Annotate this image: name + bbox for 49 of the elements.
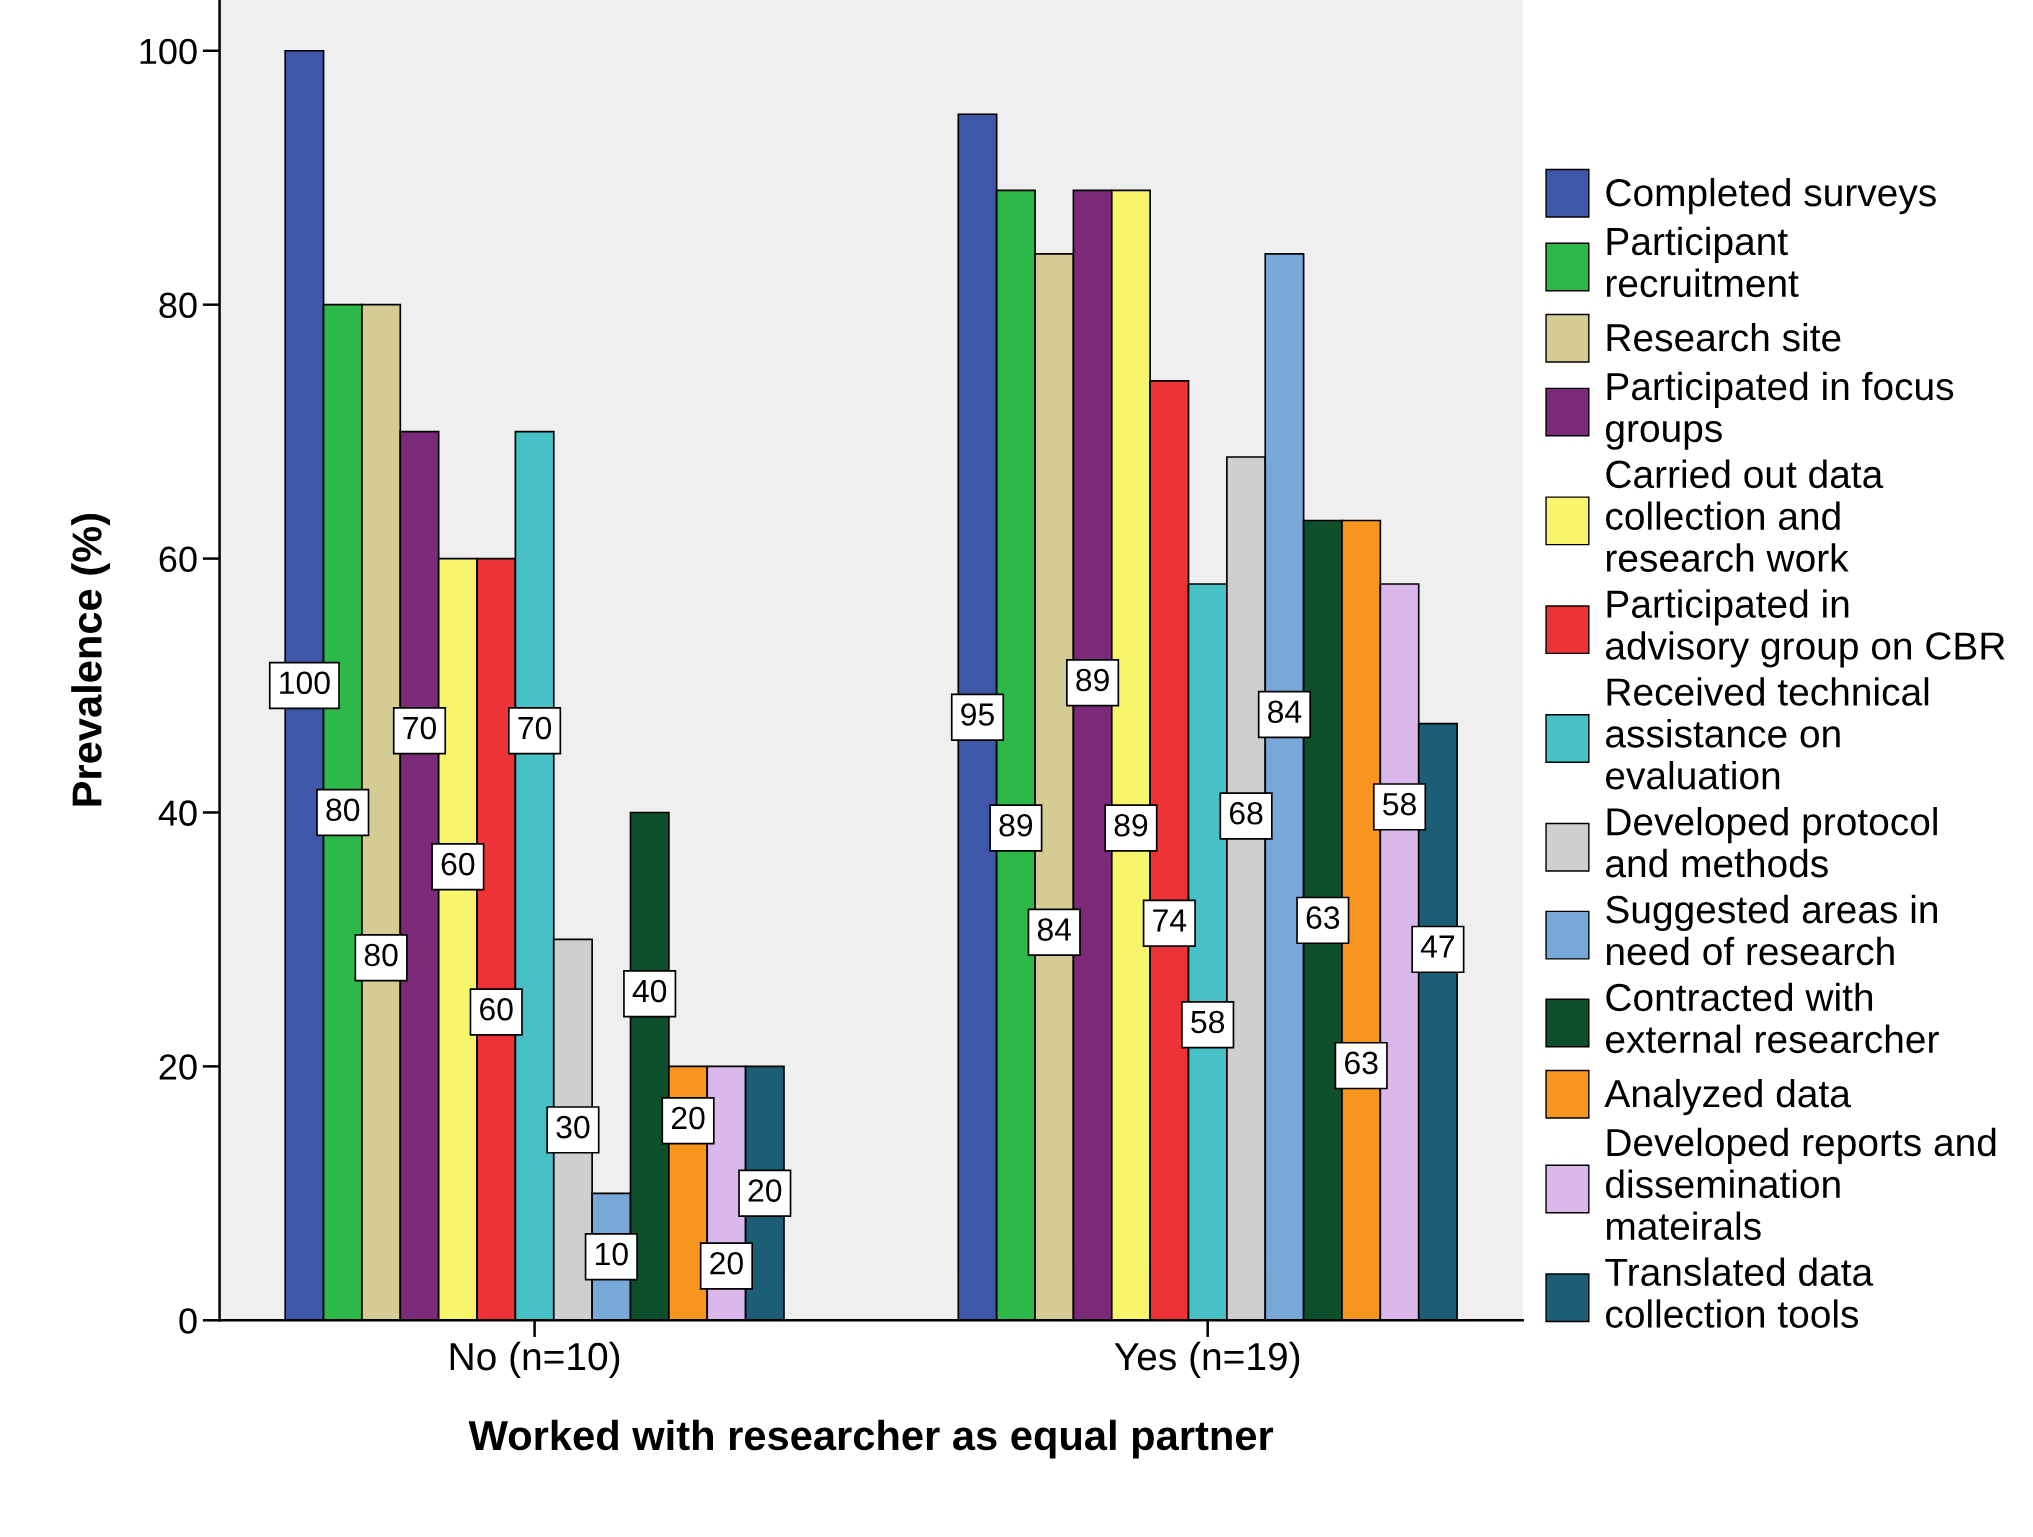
legend-label: Participant recruitment (1606, 226, 1799, 298)
data-label: 80 (364, 943, 398, 967)
legend-label: Participated in focus groups (1606, 371, 1954, 450)
legend-label: Carried out data collection and research work (1606, 459, 1884, 572)
y-tick-label: 40 (158, 800, 197, 826)
data-label: 63 (1306, 906, 1340, 929)
data-label: 84 (1268, 700, 1302, 724)
data-label: 95 (961, 703, 994, 726)
data-label: 60 (441, 852, 475, 876)
data-label: 70 (518, 716, 552, 740)
data-label: 40 (632, 979, 667, 1003)
y-tick-label: 60 (159, 546, 197, 573)
x-tick-label: No (n=10) (450, 1341, 620, 1379)
x-axis-title: Worked with researcher as equal partner (468, 1419, 1274, 1459)
y-axis-title: Prevalence (%) (71, 513, 111, 806)
data-label: 89 (1076, 668, 1109, 692)
data-label: 89 (999, 813, 1033, 837)
data-label: 30 (556, 1115, 590, 1139)
legend-label: Translated data collection tools (1605, 1257, 1874, 1328)
data-label: 100 (280, 671, 330, 695)
data-label: 63 (1345, 1051, 1378, 1075)
data-label: 20 (671, 1106, 705, 1130)
legend-label: Contracted with external researcher (1606, 982, 1939, 1054)
y-tick-label: 80 (159, 292, 197, 319)
data-label: 80 (326, 798, 360, 822)
data-label: 74 (1153, 909, 1187, 932)
legend-label: Completed surveys (1606, 177, 1936, 215)
legend-label: Analyzed data (1604, 1078, 1851, 1116)
data-label: 20 (710, 1251, 743, 1275)
data-label: 47 (1420, 935, 1455, 958)
data-label: 58 (1191, 1010, 1225, 1034)
data-label: 84 (1037, 918, 1072, 941)
legend-label: Research site (1607, 322, 1841, 352)
data-label: 58 (1383, 792, 1416, 816)
x-tick-label: Yes (n=19) (1114, 1341, 1300, 1379)
data-label: 10 (595, 1242, 628, 1266)
legend-label: Participated in advisory group on CBR (1606, 589, 2005, 668)
legend-label: Developed reports and dissemination mateirals (1606, 1127, 1996, 1241)
data-label: 60 (480, 998, 513, 1021)
legend-label: Suggested areas in need of research (1606, 894, 1937, 966)
legend-label: Received technical assistance on evaluation (1606, 677, 1929, 790)
y-tick-label: 100 (140, 38, 197, 65)
y-tick-label: 20 (159, 1054, 197, 1080)
data-label: 89 (1114, 813, 1148, 837)
y-tick-label: 0 (179, 1308, 197, 1334)
legend-label: Developed protocol and methods (1606, 806, 1937, 878)
data-label: 20 (748, 1179, 782, 1202)
data-label: 68 (1229, 801, 1263, 825)
data-label: 70 (403, 716, 436, 740)
